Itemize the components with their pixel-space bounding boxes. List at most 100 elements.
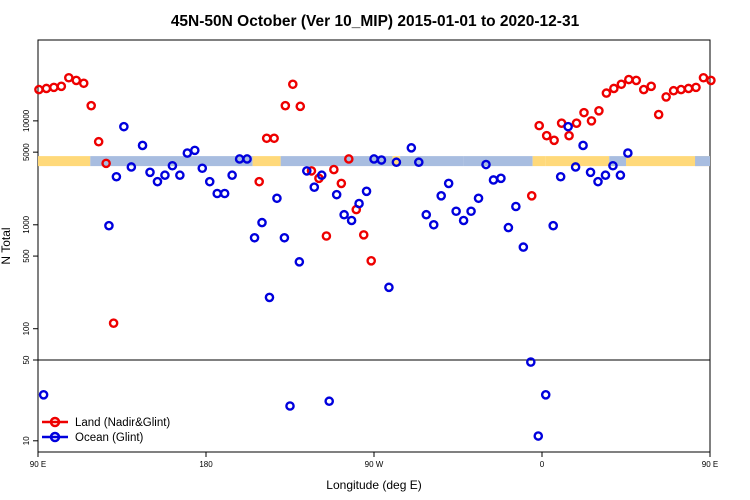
ocean-point: [204, 176, 215, 187]
ocean-point: [189, 145, 200, 156]
ocean-point: [126, 162, 137, 172]
ocean-point: [346, 215, 357, 226]
ocean-point: [481, 159, 491, 170]
land-point: [638, 84, 649, 95]
land-point: [287, 79, 298, 90]
land-point: [93, 136, 104, 147]
ocean-point: [38, 389, 49, 400]
ocean-point: [578, 140, 588, 151]
chart-title: 45N-50N October (Ver 10_MIP) 2015-01-01 …: [171, 13, 580, 30]
land-point: [653, 109, 664, 120]
ocean-point: [466, 206, 476, 217]
ocean-point: [249, 232, 260, 243]
land-point: [86, 100, 96, 111]
legend-label-land: Land (Nadir&Glint): [75, 417, 170, 429]
ocean-point: [219, 188, 230, 199]
ocean-point: [182, 148, 193, 158]
land-point: [280, 100, 291, 111]
ocean-point: [257, 217, 267, 228]
band-segment-0: [38, 156, 91, 167]
ocean-point: [563, 121, 573, 132]
legend-entry-land: Land (Nadir&Glint): [42, 416, 170, 429]
land-point: [541, 130, 552, 141]
y-tick-label: 10: [22, 436, 31, 445]
land-point: [631, 75, 642, 86]
legend-label-ocean: Ocean (Glint): [75, 432, 144, 444]
land-point: [295, 101, 306, 112]
land-point: [343, 154, 354, 164]
band-segment-end: [695, 156, 710, 167]
land-point: [329, 164, 339, 175]
ocean-point: [294, 257, 305, 267]
y-tick-label: 50: [22, 355, 31, 364]
ocean-point: [279, 232, 290, 243]
ocean-point: [384, 282, 394, 293]
x-tick-label: 90 E: [702, 460, 718, 469]
ocean-point: [361, 186, 372, 197]
ocean-point: [175, 170, 185, 181]
x-axis-label: Longitude (deg E): [326, 478, 421, 492]
land-point: [306, 166, 317, 176]
ocean-point: [518, 242, 529, 252]
ocean-point: [212, 188, 222, 199]
land-point: [698, 72, 709, 83]
land-point: [269, 133, 279, 144]
land-point: [64, 72, 74, 83]
x-tick-label: 180: [199, 460, 213, 469]
y-axis-ticks: 100 500 1000 5000 10000 10 50: [22, 109, 38, 445]
ocean-point: [331, 189, 342, 200]
band-segment-8: [545, 156, 610, 167]
y-tick-label: 100: [22, 321, 31, 335]
land-point: [336, 178, 347, 189]
land-point: [101, 158, 111, 169]
ocean-point: [540, 389, 551, 400]
ocean-point: [503, 222, 514, 233]
land-point: [34, 84, 44, 95]
plot-frame: [37, 39, 711, 453]
land-point: [609, 83, 619, 94]
ocean-point: [104, 220, 114, 231]
ocean-point: [242, 154, 252, 164]
land-point: [358, 230, 369, 240]
ocean-point: [264, 292, 275, 303]
ocean-point: [339, 209, 349, 220]
x-axis-ticks: 90 E 180 90 W 0 90 E: [30, 452, 718, 469]
land-point: [549, 135, 559, 146]
ocean-point: [227, 170, 237, 181]
ocean-point: [413, 157, 424, 168]
land-point: [601, 88, 612, 98]
ocean-point: [570, 162, 581, 172]
land-point: [646, 81, 657, 92]
land-point: [254, 176, 265, 187]
ocean-point: [167, 160, 178, 171]
y-tick-label: 500: [22, 249, 31, 263]
land-point: [624, 74, 634, 85]
ocean-point: [555, 171, 566, 182]
land-point: [616, 79, 627, 90]
ocean-point: [316, 170, 327, 181]
band-segment-4: [392, 156, 401, 167]
band-segment-6: [463, 156, 533, 167]
ocean-point: [608, 160, 618, 171]
ocean-point: [593, 176, 603, 187]
ocean-point: [451, 206, 461, 217]
ocean-point: [600, 170, 611, 181]
band-segment-5: [400, 156, 464, 167]
land-point: [676, 84, 686, 95]
land-point: [49, 82, 59, 93]
ocean-point: [119, 121, 129, 132]
land-point: [261, 133, 272, 144]
ocean-point: [458, 215, 469, 226]
band-segment-3: [280, 156, 393, 167]
land-point: [683, 83, 694, 94]
ocean-point: [436, 191, 447, 201]
band-segment-2: [252, 156, 281, 167]
y-tick-label: 10000: [22, 109, 31, 132]
y-tick-label: 1000: [22, 215, 31, 233]
land-point: [564, 130, 574, 141]
ocean-point: [496, 173, 506, 184]
ocean-point: [272, 193, 282, 204]
land-point: [594, 105, 604, 116]
land-point: [366, 256, 377, 266]
